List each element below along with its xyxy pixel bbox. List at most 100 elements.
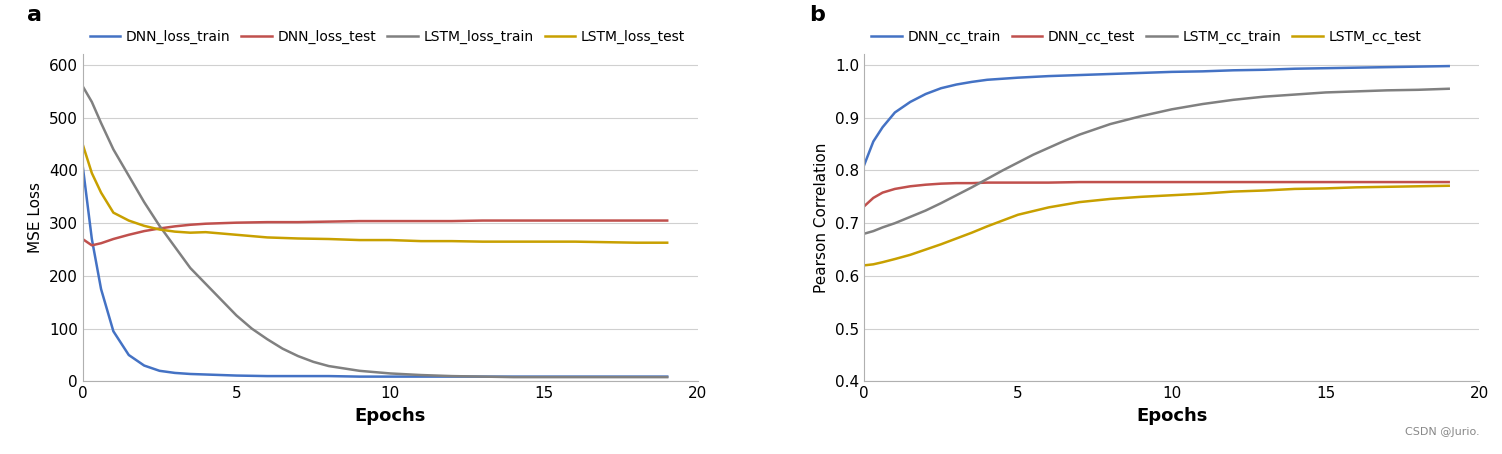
- DNN_loss_test: [443, 218, 461, 224]
- DNN_cc_train: [1101, 71, 1119, 77]
- LSTM_cc_train: [993, 168, 1011, 173]
- LSTM_loss_train: [473, 374, 491, 380]
- DNN_cc_train: [978, 77, 996, 83]
- DNN_loss_test: [150, 226, 168, 231]
- LSTM_cc_test: [1071, 199, 1089, 205]
- LSTM_loss_train: [320, 363, 338, 369]
- LSTM_loss_train: [150, 223, 168, 228]
- LSTM_cc_test: [978, 224, 996, 229]
- LSTM_cc_train: [901, 214, 919, 220]
- DNN_loss_train: [535, 374, 553, 380]
- LSTM_loss_train: [243, 326, 261, 331]
- DNN_loss_train: [258, 373, 276, 379]
- LSTM_cc_train: [1317, 90, 1335, 95]
- DNN_cc_test: [1194, 179, 1212, 185]
- LSTM_loss_train: [212, 297, 230, 302]
- DNN_cc_test: [1039, 180, 1057, 185]
- LSTM_loss_train: [182, 265, 200, 271]
- DNN_loss_test: [83, 242, 101, 248]
- DNN_cc_train: [1194, 69, 1212, 74]
- DNN_loss_test: [658, 218, 676, 223]
- LSTM_cc_test: [1286, 186, 1304, 192]
- LSTM_loss_train: [273, 346, 291, 351]
- LSTM_loss_train: [658, 375, 676, 380]
- LSTM_cc_test: [1133, 194, 1151, 200]
- LSTM_cc_test: [901, 252, 919, 257]
- LSTM_cc_train: [1347, 89, 1365, 94]
- LSTM_cc_train: [978, 176, 996, 182]
- DNN_cc_train: [963, 79, 981, 84]
- DNN_cc_train: [1009, 75, 1027, 80]
- LSTM_loss_test: [658, 240, 676, 246]
- DNN_cc_test: [963, 180, 981, 186]
- DNN_loss_test: [74, 236, 92, 242]
- DNN_loss_test: [628, 218, 646, 223]
- Line: LSTM_loss_train: LSTM_loss_train: [83, 86, 667, 377]
- DNN_cc_test: [1347, 179, 1365, 185]
- DNN_cc_train: [1379, 64, 1397, 70]
- DNN_cc_test: [1440, 179, 1458, 185]
- DNN_loss_test: [197, 221, 215, 227]
- LSTM_cc_test: [1347, 185, 1365, 190]
- LSTM_cc_train: [1256, 94, 1274, 99]
- DNN_loss_test: [350, 218, 368, 224]
- LSTM_loss_test: [596, 239, 614, 245]
- DNN_cc_train: [864, 139, 882, 144]
- Text: b: b: [808, 5, 825, 25]
- LSTM_cc_train: [1379, 88, 1397, 93]
- DNN_loss_test: [535, 218, 553, 223]
- LSTM_loss_train: [566, 375, 584, 380]
- LSTM_loss_train: [628, 375, 646, 380]
- DNN_cc_test: [1071, 179, 1089, 185]
- DNN_loss_train: [135, 363, 153, 368]
- DNN_cc_train: [855, 163, 873, 168]
- LSTM_cc_test: [1039, 205, 1057, 210]
- DNN_loss_train: [505, 374, 523, 380]
- DNN_cc_test: [1224, 179, 1242, 185]
- LSTM_loss_test: [258, 235, 276, 240]
- LSTM_loss_test: [165, 229, 183, 234]
- DNN_cc_train: [1256, 67, 1274, 73]
- LSTM_cc_test: [874, 260, 892, 265]
- LSTM_cc_test: [1440, 183, 1458, 188]
- LSTM_loss_train: [596, 375, 614, 380]
- LSTM_cc_train: [886, 221, 904, 226]
- DNN_cc_train: [1440, 64, 1458, 69]
- DNN_cc_test: [1379, 179, 1397, 185]
- DNN_cc_test: [864, 195, 882, 201]
- DNN_cc_train: [1224, 68, 1242, 73]
- DNN_cc_train: [1071, 72, 1089, 78]
- DNN_loss_train: [443, 374, 461, 380]
- LSTM_loss_train: [120, 173, 138, 178]
- DNN_cc_test: [916, 182, 934, 188]
- LSTM_loss_train: [227, 313, 245, 318]
- LSTM_loss_test: [473, 239, 491, 244]
- Line: DNN_cc_test: DNN_cc_test: [864, 182, 1449, 206]
- DNN_cc_train: [933, 85, 951, 91]
- LSTM_loss_test: [135, 223, 153, 228]
- LSTM_loss_test: [382, 237, 400, 243]
- LSTM_loss_train: [165, 244, 183, 250]
- DNN_loss_train: [658, 374, 676, 380]
- LSTM_cc_test: [1101, 196, 1119, 202]
- LSTM_loss_test: [104, 210, 122, 215]
- DNN_cc_test: [933, 181, 951, 187]
- DNN_loss_test: [566, 218, 584, 223]
- LSTM_cc_test: [1379, 184, 1397, 189]
- DNN_loss_train: [104, 329, 122, 334]
- LSTM_cc_train: [1086, 127, 1104, 132]
- LSTM_loss_train: [382, 371, 400, 376]
- DNN_loss_train: [150, 368, 168, 374]
- LSTM_loss_train: [505, 375, 523, 380]
- DNN_loss_test: [320, 219, 338, 224]
- DNN_cc_test: [978, 180, 996, 185]
- LSTM_cc_train: [855, 231, 873, 237]
- LSTM_cc_train: [1024, 152, 1042, 158]
- LSTM_cc_test: [1194, 191, 1212, 197]
- LSTM_cc_test: [1009, 212, 1027, 217]
- LSTM_loss_train: [104, 147, 122, 152]
- LSTM_cc_train: [1286, 92, 1304, 97]
- LSTM_loss_train: [350, 368, 368, 374]
- DNN_cc_train: [886, 110, 904, 115]
- Y-axis label: Pearson Correlation: Pearson Correlation: [814, 143, 829, 293]
